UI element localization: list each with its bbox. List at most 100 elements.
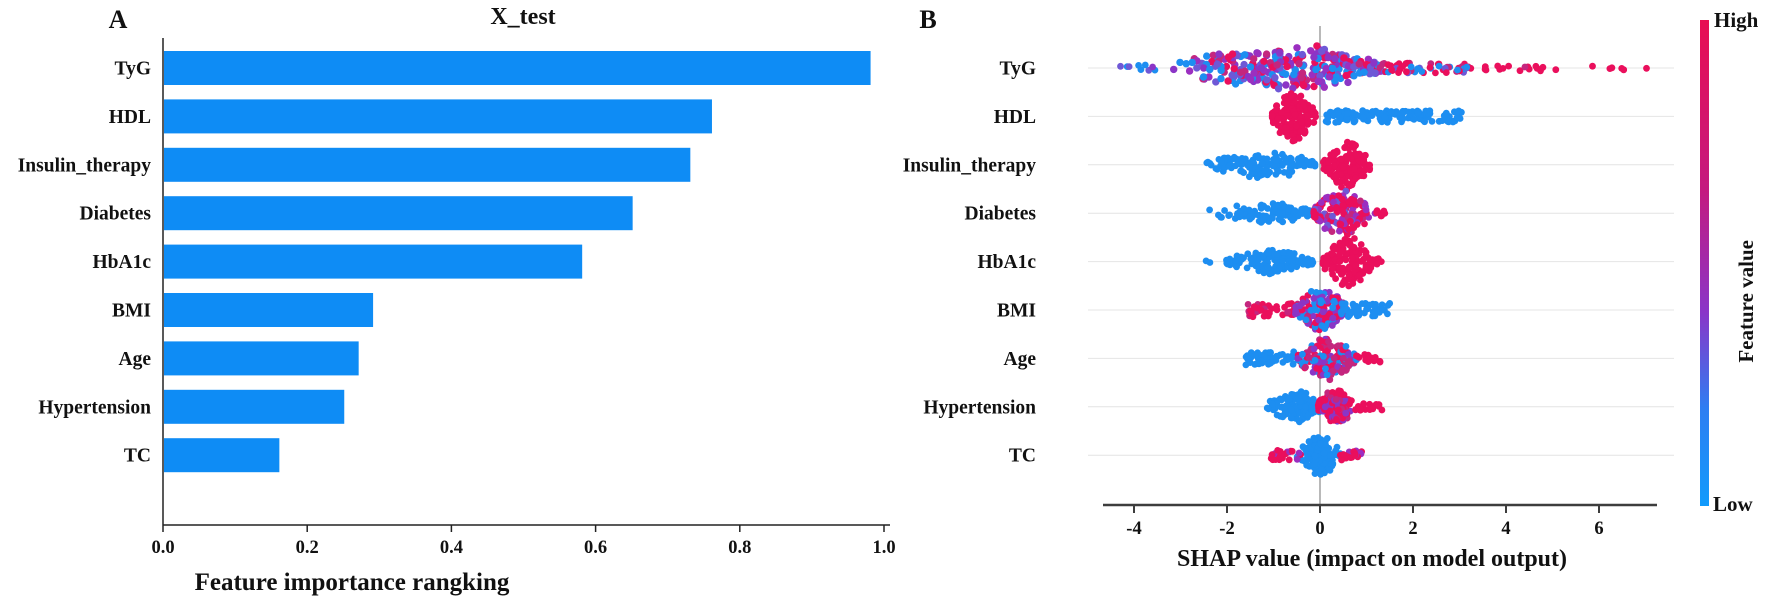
shap-point xyxy=(1250,55,1258,63)
shap-point xyxy=(1228,71,1236,80)
shap-point xyxy=(1293,122,1300,130)
shap-point xyxy=(1421,118,1428,126)
shap-point xyxy=(1351,235,1358,242)
shap-point xyxy=(1244,250,1252,258)
shap-point xyxy=(1334,406,1342,414)
shap-point xyxy=(1297,113,1305,120)
shap-point xyxy=(1418,68,1426,75)
shap-point xyxy=(1277,403,1285,411)
shap-point xyxy=(1272,157,1280,164)
shap-point xyxy=(1455,107,1463,115)
shap-point xyxy=(1435,62,1443,70)
shap-point xyxy=(1339,163,1347,171)
shap-point xyxy=(1170,65,1178,74)
shap-point xyxy=(1351,451,1359,459)
shap-point xyxy=(1322,365,1329,373)
shap-point xyxy=(1307,258,1314,266)
shap-point xyxy=(1321,225,1329,233)
shap-point xyxy=(1377,109,1384,117)
shap-point xyxy=(1246,63,1255,71)
shap-point xyxy=(1270,162,1278,169)
shap-point xyxy=(1288,162,1296,170)
shap-point xyxy=(1384,61,1392,69)
shap-point xyxy=(1347,309,1355,316)
shap-point xyxy=(1279,413,1287,421)
shap-point xyxy=(1264,249,1272,257)
shap-point xyxy=(1338,247,1345,255)
shap-point xyxy=(1330,198,1337,206)
shap-point xyxy=(1317,297,1325,304)
shap-point xyxy=(1278,396,1286,403)
shap-point xyxy=(1345,357,1353,365)
shap-point xyxy=(1552,66,1560,74)
shap-point xyxy=(1338,366,1346,374)
shap-point xyxy=(1291,207,1299,215)
shap-point xyxy=(1379,60,1387,68)
shap-point xyxy=(1396,65,1404,73)
bar-TyG xyxy=(164,51,871,85)
shap-point xyxy=(1276,48,1284,57)
shap-point xyxy=(1325,338,1332,345)
shap-point xyxy=(1324,53,1332,62)
shap-point xyxy=(1267,359,1274,367)
shap-point xyxy=(1362,264,1370,272)
panel-b-x-tick-label: 4 xyxy=(1501,519,1510,539)
shap-point xyxy=(1428,118,1436,125)
panel-a-title: X_test xyxy=(490,4,555,30)
shap-point xyxy=(1365,354,1373,361)
shap-point xyxy=(1222,62,1231,71)
shap-point xyxy=(1329,367,1337,375)
shap-point xyxy=(1372,301,1379,308)
shap-point xyxy=(1268,451,1276,458)
shap-point xyxy=(1233,202,1241,210)
shap-point xyxy=(1331,150,1339,158)
shap-point xyxy=(1310,53,1318,61)
colorbar-high-label: High xyxy=(1714,8,1759,32)
shap-point xyxy=(1302,363,1309,371)
panel-b-x-tick-label: -2 xyxy=(1219,519,1234,539)
shap-point xyxy=(1230,65,1238,73)
shap-point xyxy=(1377,258,1385,265)
shap-point xyxy=(1375,401,1383,409)
shap-point xyxy=(1336,227,1343,235)
shap-point xyxy=(1255,154,1262,162)
shap-point xyxy=(1329,304,1337,311)
shap-point xyxy=(1282,124,1290,131)
bar-BMI xyxy=(164,293,374,327)
shap-point xyxy=(1272,357,1280,364)
shap-point xyxy=(1304,112,1312,120)
shap-point xyxy=(1362,206,1370,214)
shap-point xyxy=(1323,371,1331,379)
shap-point xyxy=(1388,66,1395,74)
shap-point xyxy=(1284,132,1292,140)
shap-point xyxy=(1333,416,1340,423)
shap-point xyxy=(1218,158,1225,166)
colorbar-title-wrap: Feature value xyxy=(1734,0,1759,603)
shap-point xyxy=(1445,118,1453,126)
shap-point xyxy=(1345,271,1353,279)
shap-point xyxy=(1278,162,1286,169)
panel-b-x-axis-label: SHAP value (impact on model output) xyxy=(1177,546,1567,572)
shap-point xyxy=(1295,60,1303,68)
shap-point xyxy=(1218,214,1225,221)
panel-b-x-tick-label: 0 xyxy=(1315,519,1324,539)
shap-point xyxy=(1350,72,1358,80)
shap-point xyxy=(1333,204,1340,211)
shap-point xyxy=(1290,70,1298,79)
shap-point xyxy=(1298,205,1305,213)
shap-point xyxy=(1310,460,1318,468)
shap-point xyxy=(1273,267,1280,275)
shap-point xyxy=(1304,454,1311,461)
shap-point xyxy=(1205,73,1213,81)
panel-a-bar-chart: A X_test 0.0 0.2 0.4 0.6 0.8 1.0 Feature importa… xyxy=(18,4,896,596)
shap-point xyxy=(1258,159,1266,167)
panel-b-feature-label: HDL xyxy=(994,107,1036,128)
shap-point xyxy=(1332,173,1340,181)
shap-point xyxy=(1312,113,1319,121)
shap-point xyxy=(1319,308,1327,316)
shap-point xyxy=(1307,306,1315,314)
shap-point xyxy=(1381,113,1389,121)
shap-point xyxy=(1345,145,1353,153)
shap-point xyxy=(1338,183,1345,191)
shap-point xyxy=(1275,167,1282,175)
